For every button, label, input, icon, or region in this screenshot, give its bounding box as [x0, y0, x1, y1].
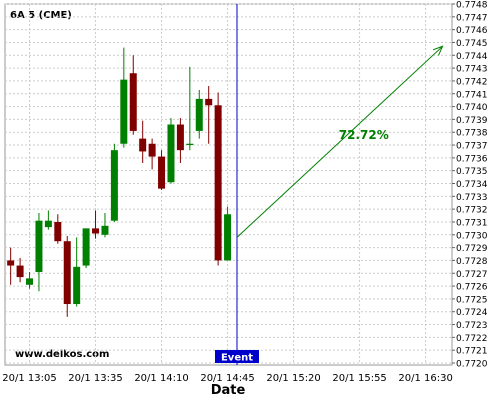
candle-body: [35, 220, 43, 272]
event-label: Event: [221, 353, 253, 364]
arrow-label: 72.72%: [339, 128, 389, 142]
y-tick-label: 0.7728: [456, 257, 488, 267]
y-tick-label: 0.7737: [456, 142, 488, 152]
y-tick-label: 0.7720: [456, 360, 488, 370]
candle-body: [73, 266, 81, 305]
candle-body: [205, 98, 213, 106]
y-tick-label: 0.7724: [456, 308, 488, 318]
candle-body: [16, 265, 24, 278]
x-tick-label: 20/1 14:10: [134, 373, 188, 384]
y-tick-label: 0.7740: [456, 103, 488, 113]
y-tick-label: 0.7746: [456, 26, 488, 36]
candle-body: [195, 98, 203, 131]
y-tick-label: 0.7744: [456, 52, 488, 62]
candle-body: [176, 124, 184, 151]
y-tick-label: 0.7736: [456, 154, 488, 164]
y-tick-label: 0.7721: [456, 347, 488, 357]
candle-body: [54, 221, 62, 242]
x-tick-label: 20/1 15:55: [332, 373, 386, 384]
candle-body: [158, 156, 166, 189]
candle-body: [129, 73, 137, 131]
candle-body: [44, 220, 52, 228]
chart-title: 6A 5 (CME): [10, 10, 72, 21]
candle-body: [120, 79, 128, 144]
y-tick-label: 0.7748: [456, 1, 488, 11]
candle-body: [63, 241, 71, 305]
candle-body: [92, 228, 100, 234]
candle-body: [110, 150, 118, 221]
y-tick-label: 0.7734: [456, 180, 488, 190]
candle-body: [148, 143, 156, 157]
candle-body: [224, 214, 232, 261]
candle-body: [101, 225, 109, 235]
y-tick-label: 0.7739: [456, 116, 488, 126]
y-tick-label: 0.7743: [456, 65, 488, 75]
candle-body: [186, 143, 194, 146]
candle-body: [214, 105, 222, 261]
x-axis-title: Date: [211, 383, 246, 398]
x-tick-label: 20/1 16:30: [398, 373, 452, 384]
y-tick-label: 0.7730: [456, 231, 488, 241]
x-tick-label: 20/1 14:45: [200, 373, 254, 384]
candle-body: [82, 228, 90, 266]
arrow-line: [236, 45, 443, 238]
y-tick-label: 0.7747: [456, 13, 488, 23]
y-tick-label: 0.7732: [456, 206, 488, 216]
y-tick-label: 0.7726: [456, 283, 488, 293]
candle-body: [7, 260, 15, 266]
y-tick-label: 0.7741: [456, 90, 488, 100]
candle-body: [26, 278, 34, 285]
y-tick-label: 0.7731: [456, 218, 488, 228]
event-label-box: [214, 350, 259, 363]
y-tick-label: 0.7738: [456, 129, 488, 139]
candle-body: [167, 124, 175, 183]
x-tick-label: 20/1 13:35: [68, 373, 122, 384]
plot-area: [4, 3, 453, 366]
y-tick-label: 0.7742: [456, 77, 488, 87]
y-tick-label: 0.7727: [456, 270, 488, 280]
y-tick-label: 0.7729: [456, 244, 488, 254]
x-tick-label: 20/1 13:05: [2, 373, 56, 384]
x-tick-label: 20/1 15:20: [266, 373, 320, 384]
arrow-head: [433, 45, 444, 56]
y-tick-label: 0.7723: [456, 321, 488, 331]
y-tick-label: 0.7733: [456, 193, 488, 203]
y-tick-label: 0.7735: [456, 167, 488, 177]
y-tick-label: 0.7745: [456, 39, 488, 49]
watermark: www.delkos.com: [15, 349, 109, 360]
y-tick-label: 0.7722: [456, 334, 488, 344]
y-tick-label: 0.7725: [456, 295, 488, 305]
candle-body: [139, 138, 147, 152]
